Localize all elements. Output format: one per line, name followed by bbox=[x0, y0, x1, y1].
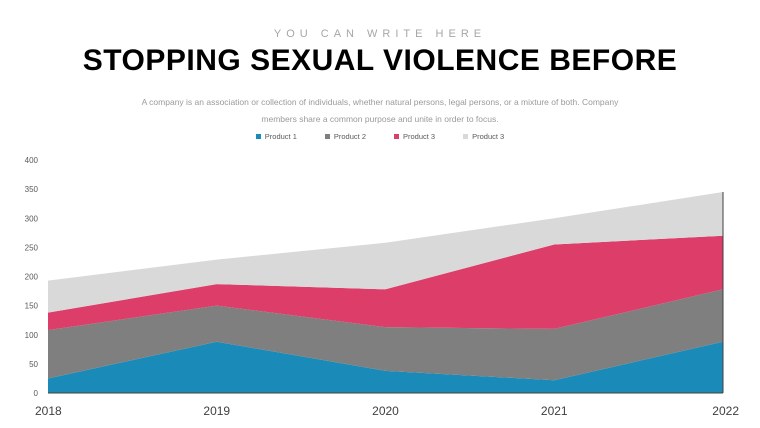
y-tick-label: 250 bbox=[25, 243, 39, 252]
x-tick-label: 2022 bbox=[712, 404, 739, 418]
y-tick-label: 350 bbox=[25, 185, 39, 194]
y-tick-label: 300 bbox=[25, 214, 39, 223]
chart-legend: Product 1 Product 2 Product 3 Product 3 bbox=[0, 132, 760, 141]
y-tick-label: 150 bbox=[25, 302, 39, 311]
area-series-4 bbox=[48, 192, 723, 313]
description: A company is an association or collectio… bbox=[120, 94, 640, 128]
area-series-1 bbox=[48, 341, 723, 393]
y-tick-label: 200 bbox=[25, 273, 39, 282]
legend-swatch-product-2 bbox=[324, 134, 330, 139]
x-tick-label: 2018 bbox=[35, 404, 62, 418]
slide-title: STOPPING SEXUAL VIOLENCE BEFORE bbox=[82, 44, 678, 77]
y-tick-label: 100 bbox=[25, 331, 39, 340]
y-tick-label: 0 bbox=[34, 389, 39, 398]
legend-item-product-3-red: Product 3 bbox=[394, 132, 435, 141]
legend-label-product-3-light: Product 3 bbox=[472, 132, 505, 141]
stacked-area-chart: 0 50 100 150 200 250 300 350 400 2018 2019 2020 2021… bbox=[25, 156, 740, 418]
legend-label-product-1: Product 1 bbox=[264, 132, 297, 141]
area-series-2 bbox=[48, 289, 723, 381]
legend-label-product-2: Product 2 bbox=[333, 132, 366, 141]
y-tick-label: 400 bbox=[25, 156, 39, 165]
legend-item-product-1: Product 1 bbox=[255, 132, 297, 141]
y-tick-label: 50 bbox=[29, 360, 38, 369]
legend-swatch-product-1 bbox=[255, 134, 261, 139]
description-line-2: members share a common purpose and unite… bbox=[261, 114, 499, 124]
x-tick-label: 2019 bbox=[203, 404, 230, 418]
description-line-1: A company is an association or collectio… bbox=[141, 97, 619, 107]
x-tick-label: 2020 bbox=[372, 404, 399, 418]
kicker-text: YOU CAN WRITE HERE bbox=[273, 28, 487, 40]
legend-label-product-3-red: Product 3 bbox=[403, 132, 436, 141]
legend-swatch-product-3-light bbox=[463, 134, 469, 139]
legend-swatch-product-3-red bbox=[394, 134, 399, 139]
x-tick-label: 2021 bbox=[541, 404, 568, 418]
area-series-3 bbox=[48, 235, 723, 331]
legend-item-product-3-light: Product 3 bbox=[463, 132, 504, 141]
legend-item-product-2: Product 2 bbox=[324, 132, 366, 141]
